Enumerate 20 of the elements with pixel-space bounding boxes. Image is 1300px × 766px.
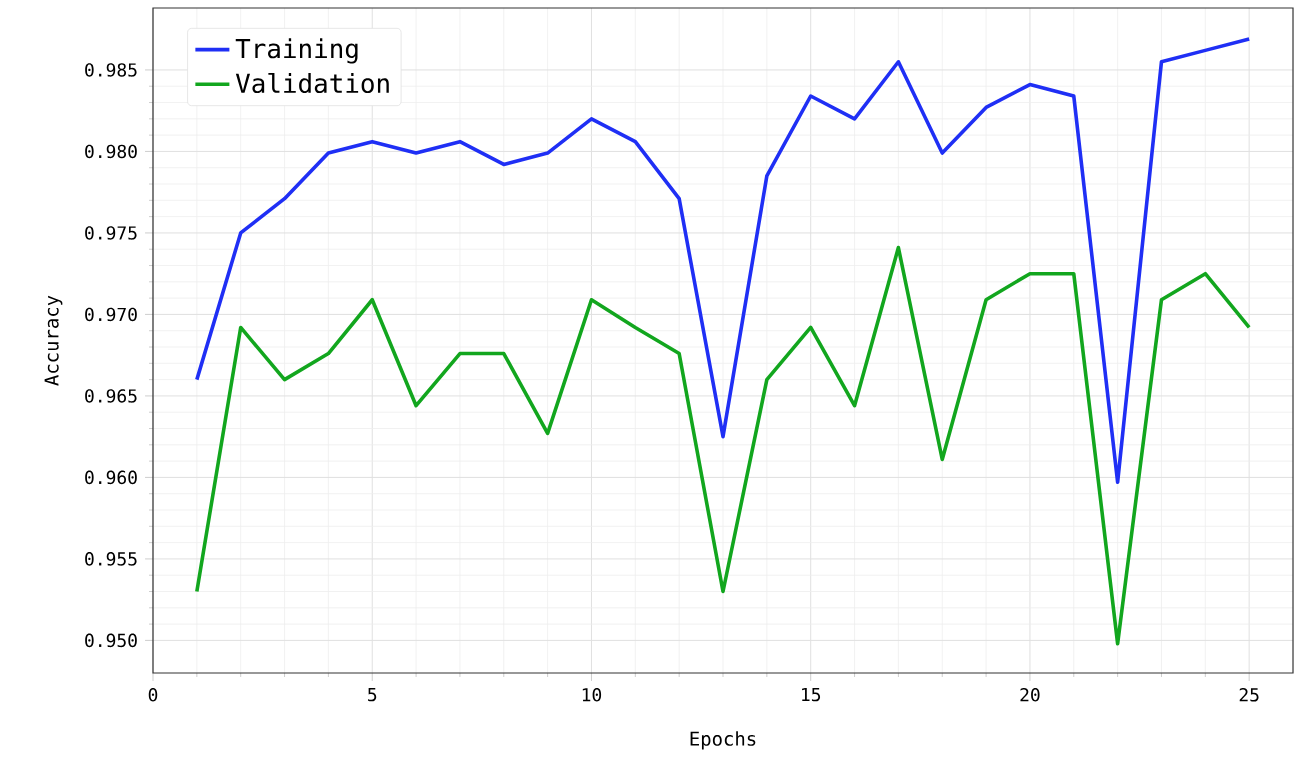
legend-label: Training [235,38,358,64]
x-tick-label: 20 [1020,688,1040,702]
y-tick-label: 0.985 [85,63,137,77]
x-tick-label: 10 [582,688,602,702]
y-tick-label: 0.965 [85,389,137,403]
x-tick-label: 5 [368,688,377,702]
y-tick-label: 0.960 [85,470,137,485]
y-tick-label: 0.980 [85,144,137,159]
x-axis-title: Epochs [690,731,756,750]
x-tick-label: 25 [1239,688,1259,702]
x-tick-label: 15 [802,688,821,702]
y-tick-label: 0.975 [85,226,137,240]
legend-label: Validation [235,72,389,94]
line-series [195,245,1251,646]
y-tick-label: 0.950 [85,633,137,648]
y-tick-label: 0.955 [85,552,137,566]
y-axis-title: Accuracy [44,295,63,386]
x-tick-label: 0 [148,688,158,702]
line-series [195,37,1251,485]
y-tick-label: 0.970 [85,307,137,322]
